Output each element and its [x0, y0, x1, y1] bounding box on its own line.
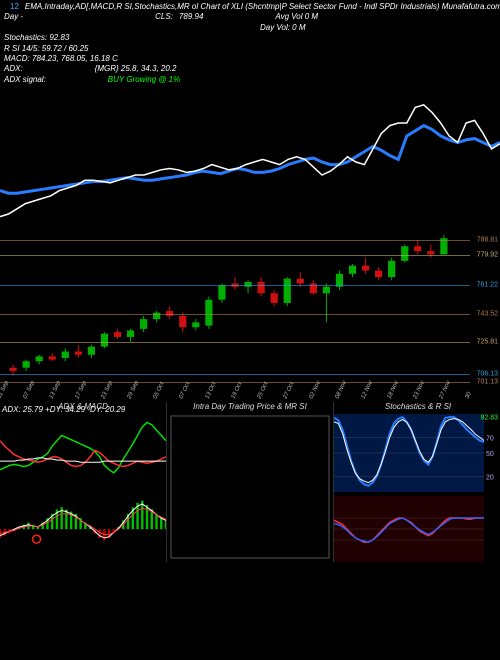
candlestick-chart: [0, 222, 470, 392]
price-level-label: 706.13: [477, 371, 498, 378]
date-tick: 07 Sep: [23, 398, 28, 401]
price-level-label: 701.13: [477, 379, 498, 386]
chart-header: 12 EMA,Intraday,AD[,MACD,R SI,Stochastic…: [0, 0, 500, 87]
date-tick: 12 Nov: [361, 398, 366, 401]
svg-text:70: 70: [486, 436, 494, 443]
date-tick: 25 Oct: [257, 398, 262, 401]
cls-label: CLS:: [155, 12, 173, 22]
date-tick: 23 Sep: [101, 398, 106, 401]
date-tick: 30: [465, 398, 470, 401]
stochastics-value: Stochastics: 92.83: [4, 33, 496, 43]
adx-macd-chart: ADX: 25.79 +DY: 34.29 -DY: 20.29: [0, 402, 166, 562]
panel-intraday: Intra Day Trading Price & MR SI: [167, 402, 334, 562]
day-vol: Day Vol: 0 M: [260, 23, 306, 33]
stochastics-chart: 70 50 20 92.83: [334, 402, 500, 562]
ema-line-chart: [0, 87, 500, 222]
svg-text:92.83: 92.83: [480, 415, 498, 422]
date-tick: 05 Oct: [153, 398, 158, 401]
date-tick: 29 Sep: [127, 398, 132, 401]
candle-panel: 788.81 779.92 761.22 743.52 725.81 706.13701.…: [0, 222, 500, 392]
price-level-label: 788.81: [477, 237, 498, 244]
avg-vol: Avg Vol 0 M: [275, 12, 318, 22]
price-yaxis: 788.81 779.92 761.22 743.52 725.81 706.13701.…: [470, 222, 500, 392]
macd-value: MACD: 784.23, 768.05, 16.18 C: [4, 54, 496, 64]
date-tick: 27 Nov: [439, 398, 444, 401]
price-level-label: 725.81: [477, 339, 498, 346]
adx-label: ADX:: [4, 64, 23, 74]
date-tick: 18 Nov: [387, 398, 392, 401]
day-label: Day -: [4, 12, 23, 22]
price-level-label: 779.92: [477, 251, 498, 258]
date-tick: 13 Oct: [205, 398, 210, 401]
date-tick: 02 Nov: [309, 398, 314, 401]
header-indicators: EMA,Intraday,AD[,MACD,R SI,Stochastics,M…: [25, 2, 500, 12]
cls-value: 789.94: [179, 12, 203, 22]
date-tick: 08 Nov: [335, 398, 340, 401]
date-tick: 01 Sep: [0, 398, 2, 401]
date-tick: 07 Oct: [179, 398, 184, 401]
svg-text:50: 50: [486, 451, 494, 458]
date-axis: 01 Sep 07 Sep 13 Sep 17 Sep 23 Sep 29 Sep 05 O…: [0, 392, 500, 402]
panel-stoch-title: Stochastics & R SI: [334, 402, 500, 411]
date-tick: 19 Oct: [231, 398, 236, 401]
svg-text:20: 20: [486, 475, 494, 482]
panel-intraday-title: Intra Day Trading Price & MR SI: [167, 402, 333, 411]
date-tick: 27 Oct: [283, 398, 288, 401]
sub-panels: ADX & MACD ADX: 25.79 +DY: 34.29 -DY: 20…: [0, 402, 500, 562]
intraday-chart: [167, 402, 333, 562]
ema-period: 12: [10, 2, 19, 12]
adx-signal-value: BUY Growing @ 1%: [108, 75, 180, 85]
price-level-label: 761.22: [477, 281, 498, 288]
date-tick: 13 Sep: [49, 398, 54, 401]
price-level-label: 743.52: [477, 310, 498, 317]
adx-mgr: {MGR} 25.8, 34.3, 20.2: [95, 64, 177, 74]
panel-stochastics: Stochastics & R SI 70 50 20 92.83: [334, 402, 500, 562]
ema-line-panel: [0, 87, 500, 222]
panel-adx-macd: ADX & MACD ADX: 25.79 +DY: 34.29 -DY: 20…: [0, 402, 167, 562]
date-tick: 17 Sep: [75, 398, 80, 401]
rsi-value: R SI 14/5: 59.72 / 60.25: [4, 44, 496, 54]
panel-adx-title: ADX & MACD: [0, 402, 166, 411]
date-tick: 23 Nov: [413, 398, 418, 401]
adx-signal-label: ADX signal:: [4, 75, 46, 85]
